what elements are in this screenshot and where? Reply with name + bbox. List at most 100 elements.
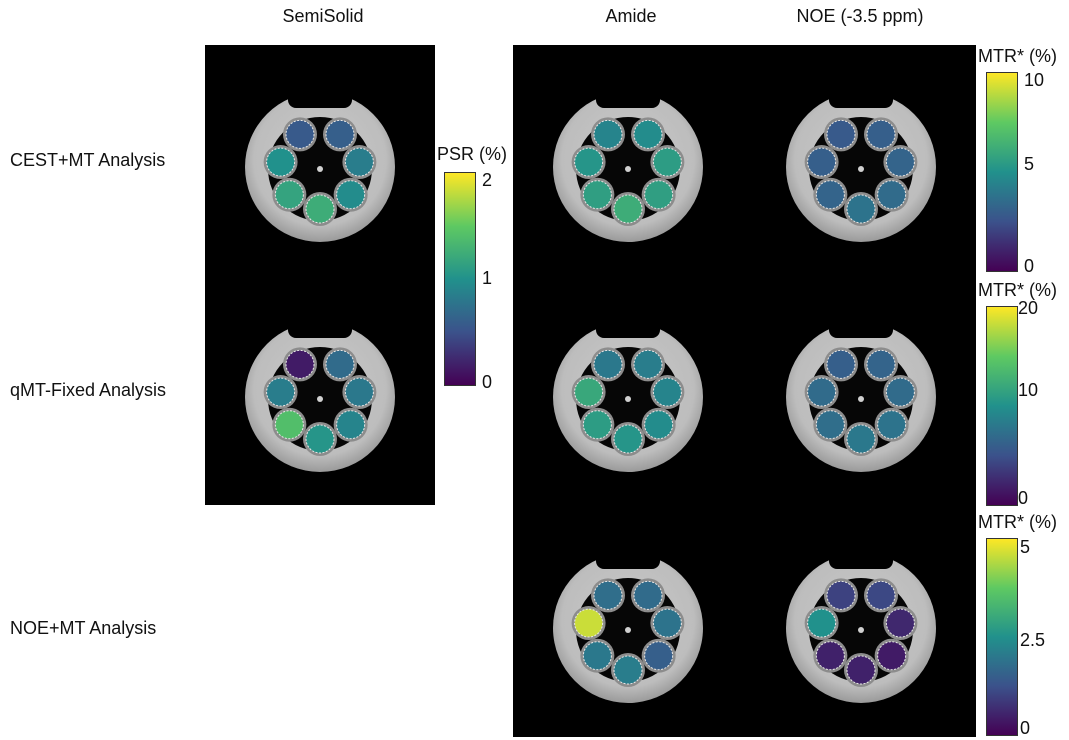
vial <box>644 180 674 210</box>
phantom-center-marker <box>317 166 323 172</box>
vial <box>877 410 907 440</box>
mtr-colorbar-row3-tick-mid: 2.5 <box>1020 630 1046 650</box>
vial <box>266 377 296 407</box>
vial <box>325 119 355 149</box>
vial <box>633 119 663 149</box>
vial <box>885 608 915 638</box>
mtr-colorbar-row3-tick-max: 5 <box>1020 537 1031 557</box>
vial <box>826 580 856 610</box>
mtr-colorbar-row3-tick-min: 0 <box>1020 718 1031 738</box>
psr-colorbar-tick-max: 2 <box>482 170 493 190</box>
vial <box>613 424 643 454</box>
phantom-image-cest-semisolid <box>245 90 395 242</box>
vial <box>582 641 612 671</box>
phantom-image-cest-noe <box>786 90 936 242</box>
phantom-notch <box>596 551 660 569</box>
phantom-image-noe-noe <box>786 551 936 703</box>
phantom-image-qmt-noe <box>786 320 936 472</box>
mtr-colorbar-row2-tick-max: 20 <box>1018 298 1039 318</box>
phantom-notch <box>829 320 893 338</box>
vial <box>325 349 355 379</box>
vial <box>344 377 374 407</box>
vial <box>877 180 907 210</box>
psr-colorbar-tick-mid: 1 <box>482 268 493 288</box>
vial <box>574 147 604 177</box>
vial <box>815 641 845 671</box>
vial <box>877 641 907 671</box>
vial <box>593 349 623 379</box>
vial <box>846 655 876 685</box>
phantom-notch <box>288 320 352 338</box>
vial <box>285 349 315 379</box>
mtr-colorbar-row3-title: MTR* (%) <box>978 512 1057 532</box>
vial <box>582 180 612 210</box>
vial <box>652 608 682 638</box>
vial <box>644 410 674 440</box>
mtr-colorbar-row1-tick-max: 10 <box>1024 70 1045 90</box>
phantom-notch <box>596 90 660 108</box>
vial <box>885 377 915 407</box>
phantom-image-noe-amide <box>553 551 703 703</box>
phantom-center-marker <box>858 627 864 633</box>
mtr-colorbar-row2 <box>986 306 1018 506</box>
vial <box>866 580 896 610</box>
vial <box>826 349 856 379</box>
mtr-colorbar-row1-tick-mid: 5 <box>1024 154 1035 174</box>
vial <box>652 147 682 177</box>
vial <box>305 424 335 454</box>
vial <box>633 580 663 610</box>
vial <box>644 641 674 671</box>
vial <box>305 194 335 224</box>
vial <box>846 194 876 224</box>
vial <box>274 410 304 440</box>
vial <box>807 377 837 407</box>
vial <box>574 608 604 638</box>
vial <box>285 119 315 149</box>
vial <box>807 608 837 638</box>
phantom-center-marker <box>317 396 323 402</box>
vial <box>593 119 623 149</box>
phantom-center-marker <box>858 166 864 172</box>
vial <box>336 180 366 210</box>
phantom-notch <box>829 551 893 569</box>
mtr-colorbar-row1-title: MTR* (%) <box>978 46 1057 66</box>
column-title-amide: Amide <box>605 6 657 26</box>
row-label-qmt-fixed: qMT-Fixed Analysis <box>10 380 167 400</box>
vial <box>613 655 643 685</box>
vial <box>593 580 623 610</box>
vial <box>574 377 604 407</box>
vial <box>344 147 374 177</box>
phantom-notch <box>288 90 352 108</box>
vial <box>274 180 304 210</box>
phantom-notch <box>829 90 893 108</box>
column-title-noe: NOE (-3.5 ppm) <box>796 6 924 26</box>
vial <box>652 377 682 407</box>
vial <box>815 410 845 440</box>
vial <box>582 410 612 440</box>
vial <box>826 119 856 149</box>
psr-colorbar-tick-min: 0 <box>482 372 493 392</box>
vial <box>613 194 643 224</box>
psr-colorbar-title: PSR (%) <box>437 144 508 164</box>
vial <box>866 119 896 149</box>
vial <box>633 349 663 379</box>
phantom-center-marker <box>625 166 631 172</box>
mtr-colorbar-row2-title: MTR* (%) <box>978 280 1057 300</box>
vial <box>885 147 915 177</box>
psr-colorbar <box>444 172 476 386</box>
phantom-center-marker <box>625 627 631 633</box>
vial <box>807 147 837 177</box>
vial <box>815 180 845 210</box>
vial <box>866 349 896 379</box>
vial <box>846 424 876 454</box>
mtr-colorbar-row3 <box>986 538 1018 736</box>
mtr-colorbar-row1 <box>986 72 1018 272</box>
phantom-center-marker <box>858 396 864 402</box>
row-label-noe-mt: NOE+MT Analysis <box>10 618 157 638</box>
mtr-colorbar-row2-tick-min: 0 <box>1018 488 1029 508</box>
phantom-image-qmt-amide <box>553 320 703 472</box>
mtr-colorbar-row1-tick-min: 0 <box>1024 256 1035 276</box>
phantom-image-cest-amide <box>553 90 703 242</box>
phantom-image-qmt-semisolid <box>245 320 395 472</box>
row-label-cest-mt: CEST+MT Analysis <box>10 150 166 170</box>
